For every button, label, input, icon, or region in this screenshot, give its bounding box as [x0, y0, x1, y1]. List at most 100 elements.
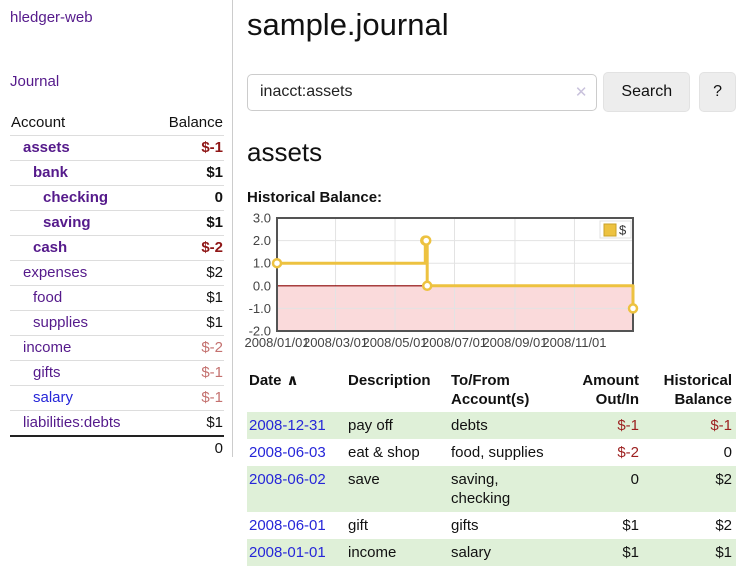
account-balance: $1	[152, 160, 224, 186]
transaction-row[interactable]: 2008-01-01 income salary $1 $1	[247, 539, 736, 566]
account-row: assets $-1	[10, 135, 224, 161]
transaction-amount: $-1	[617, 417, 639, 434]
account-link-cash[interactable]: cash	[33, 239, 68, 256]
column-header-amount: Amount Out/In	[582, 372, 639, 408]
account-link-food[interactable]: food	[33, 289, 63, 306]
transaction-accounts: salary	[451, 544, 492, 561]
x-axis-tick-label: 2008/09/01	[482, 335, 547, 350]
account-row: saving $1	[10, 210, 224, 236]
account-balance: $-1	[152, 385, 224, 411]
y-axis-tick-label: 0.0	[253, 278, 271, 293]
transaction-accounts: saving, checking	[451, 471, 511, 507]
transaction-amount: $1	[622, 544, 639, 561]
transactions-table: Date ∧ Description To/From Account(s) Amo…	[247, 369, 736, 566]
y-axis-tick-label: -2.0	[249, 324, 271, 339]
sidebar-item-journal[interactable]: Journal	[10, 73, 60, 90]
accounts-header-balance: Balance	[152, 111, 224, 136]
transaction-amount: $1	[622, 517, 639, 534]
transaction-date: 2008-06-02	[247, 466, 346, 512]
account-row: cash $-2	[10, 235, 224, 261]
x-axis-tick-label: 2008/05/01	[362, 335, 427, 350]
column-header-description: Description	[348, 372, 431, 389]
transaction-date: 2008-12-31	[247, 412, 346, 439]
account-balance: $-1	[152, 360, 224, 386]
search-help-button[interactable]: ?	[699, 72, 736, 112]
transaction-description: pay off	[348, 417, 393, 434]
column-header-tofrom-accounts: To/From Account(s)	[451, 372, 530, 408]
accounts-header-row: Account Balance	[10, 111, 224, 136]
sidebar-divider	[232, 0, 233, 457]
account-balance: $1	[152, 210, 224, 236]
transaction-description: gift	[348, 517, 369, 534]
clear-search-icon[interactable]: ✕	[574, 83, 588, 101]
account-link-income[interactable]: income	[23, 339, 72, 356]
x-axis-tick-label: 2008/01/01	[244, 335, 309, 350]
account-row: checking 0	[10, 185, 224, 211]
historical-balance-chart: 3.0 2.0 1.0 0.0 -1.0 -2.0 2008/01/01 2008/03/01…	[244, 211, 736, 355]
account-link-gifts[interactable]: gifts	[33, 364, 61, 381]
account-link-expenses[interactable]: expenses	[23, 264, 88, 281]
transaction-description: save	[348, 471, 380, 488]
transaction-date-link[interactable]: 2008-01-01	[249, 544, 326, 561]
legend-label: $	[619, 223, 627, 238]
account-link-liabilities-debts[interactable]: liabilities:debts	[23, 414, 121, 431]
transaction-date-link[interactable]: 2008-06-01	[249, 517, 326, 534]
account-row: salary $-1	[10, 385, 224, 411]
transaction-balance: 0	[723, 444, 732, 461]
transaction-row[interactable]: 2008-06-01 gift gifts $1 $2	[247, 512, 736, 539]
transaction-balance: $1	[715, 544, 732, 561]
transaction-row[interactable]: 2008-06-03 eat & shop food, supplies $-2 0	[247, 439, 736, 466]
account-row: expenses $2	[10, 260, 224, 286]
transaction-balance: $2	[715, 471, 732, 488]
y-axis-tick-label: 1.0	[253, 256, 271, 271]
transaction-amount: $-2	[617, 444, 639, 461]
transaction-row[interactable]: 2008-06-02 save saving, checking 0 $2	[247, 466, 736, 512]
data-point-marker	[420, 235, 432, 246]
accounts-table: Account Balance assets $-1 bank $1 checking 0…	[10, 111, 224, 461]
transaction-row[interactable]: 2008-12-31 pay off debts $-1 $-1	[247, 412, 736, 439]
x-axis-tick-label: 2008/03/01	[303, 335, 368, 350]
sort-ascending-icon: ∧	[286, 372, 299, 389]
transaction-date-link[interactable]: 2008-06-02	[249, 471, 326, 488]
account-link-saving[interactable]: saving	[43, 214, 91, 231]
transaction-date-link[interactable]: 2008-06-03	[249, 444, 326, 461]
account-row: bank $1	[10, 160, 224, 186]
account-link-checking[interactable]: checking	[43, 189, 109, 206]
account-balance: $-2	[152, 335, 224, 361]
chart-canvas: 3.0 2.0 1.0 0.0 -1.0 -2.02008/01/012008/03/01…	[244, 211, 639, 350]
accounts-total-value: 0	[152, 435, 224, 461]
data-point-marker	[421, 280, 433, 292]
transaction-description: eat & shop	[348, 444, 420, 461]
column-header-historical-balance: Historical Balance	[663, 372, 732, 408]
account-link-supplies[interactable]: supplies	[33, 314, 89, 331]
app-brand-link[interactable]: hledger-web	[10, 9, 93, 26]
account-link-bank[interactable]: bank	[33, 164, 69, 181]
transactions-header-row: Date ∧ Description To/From Account(s) Amo…	[247, 369, 736, 412]
x-axis-tick-label: 2008/07/01	[422, 335, 487, 350]
transaction-balance: $-1	[710, 417, 732, 434]
transaction-amount: 0	[630, 471, 639, 488]
column-header-date[interactable]: Date ∧	[249, 372, 299, 389]
x-axis-tick-label: 2008/11/01	[542, 335, 606, 350]
transaction-date-link[interactable]: 2008-12-31	[249, 417, 326, 434]
account-row: gifts $-1	[10, 360, 224, 386]
transaction-description: income	[348, 544, 397, 561]
transaction-date: 2008-01-01	[247, 539, 346, 566]
account-page-title: assets	[247, 137, 323, 167]
sidebar: hledger-web Journal Account Balance asse…	[0, 0, 232, 461]
account-link-salary[interactable]: salary	[33, 389, 74, 406]
data-point-marker	[627, 303, 639, 314]
y-axis-tick-label: 2.0	[253, 233, 271, 248]
transaction-date: 2008-06-01	[247, 512, 346, 539]
accounts-total-row: 0	[10, 435, 224, 461]
account-link-assets[interactable]: assets	[23, 139, 70, 156]
plot-border	[276, 217, 634, 332]
account-balance: $2	[152, 260, 224, 286]
transaction-accounts: food, supplies	[451, 444, 544, 461]
search-input[interactable]	[247, 73, 598, 111]
account-balance: $1	[206, 414, 223, 431]
search-button[interactable]: Search	[603, 72, 691, 112]
search-box: ✕	[247, 73, 598, 111]
accounts-header-account: Account	[10, 111, 153, 136]
